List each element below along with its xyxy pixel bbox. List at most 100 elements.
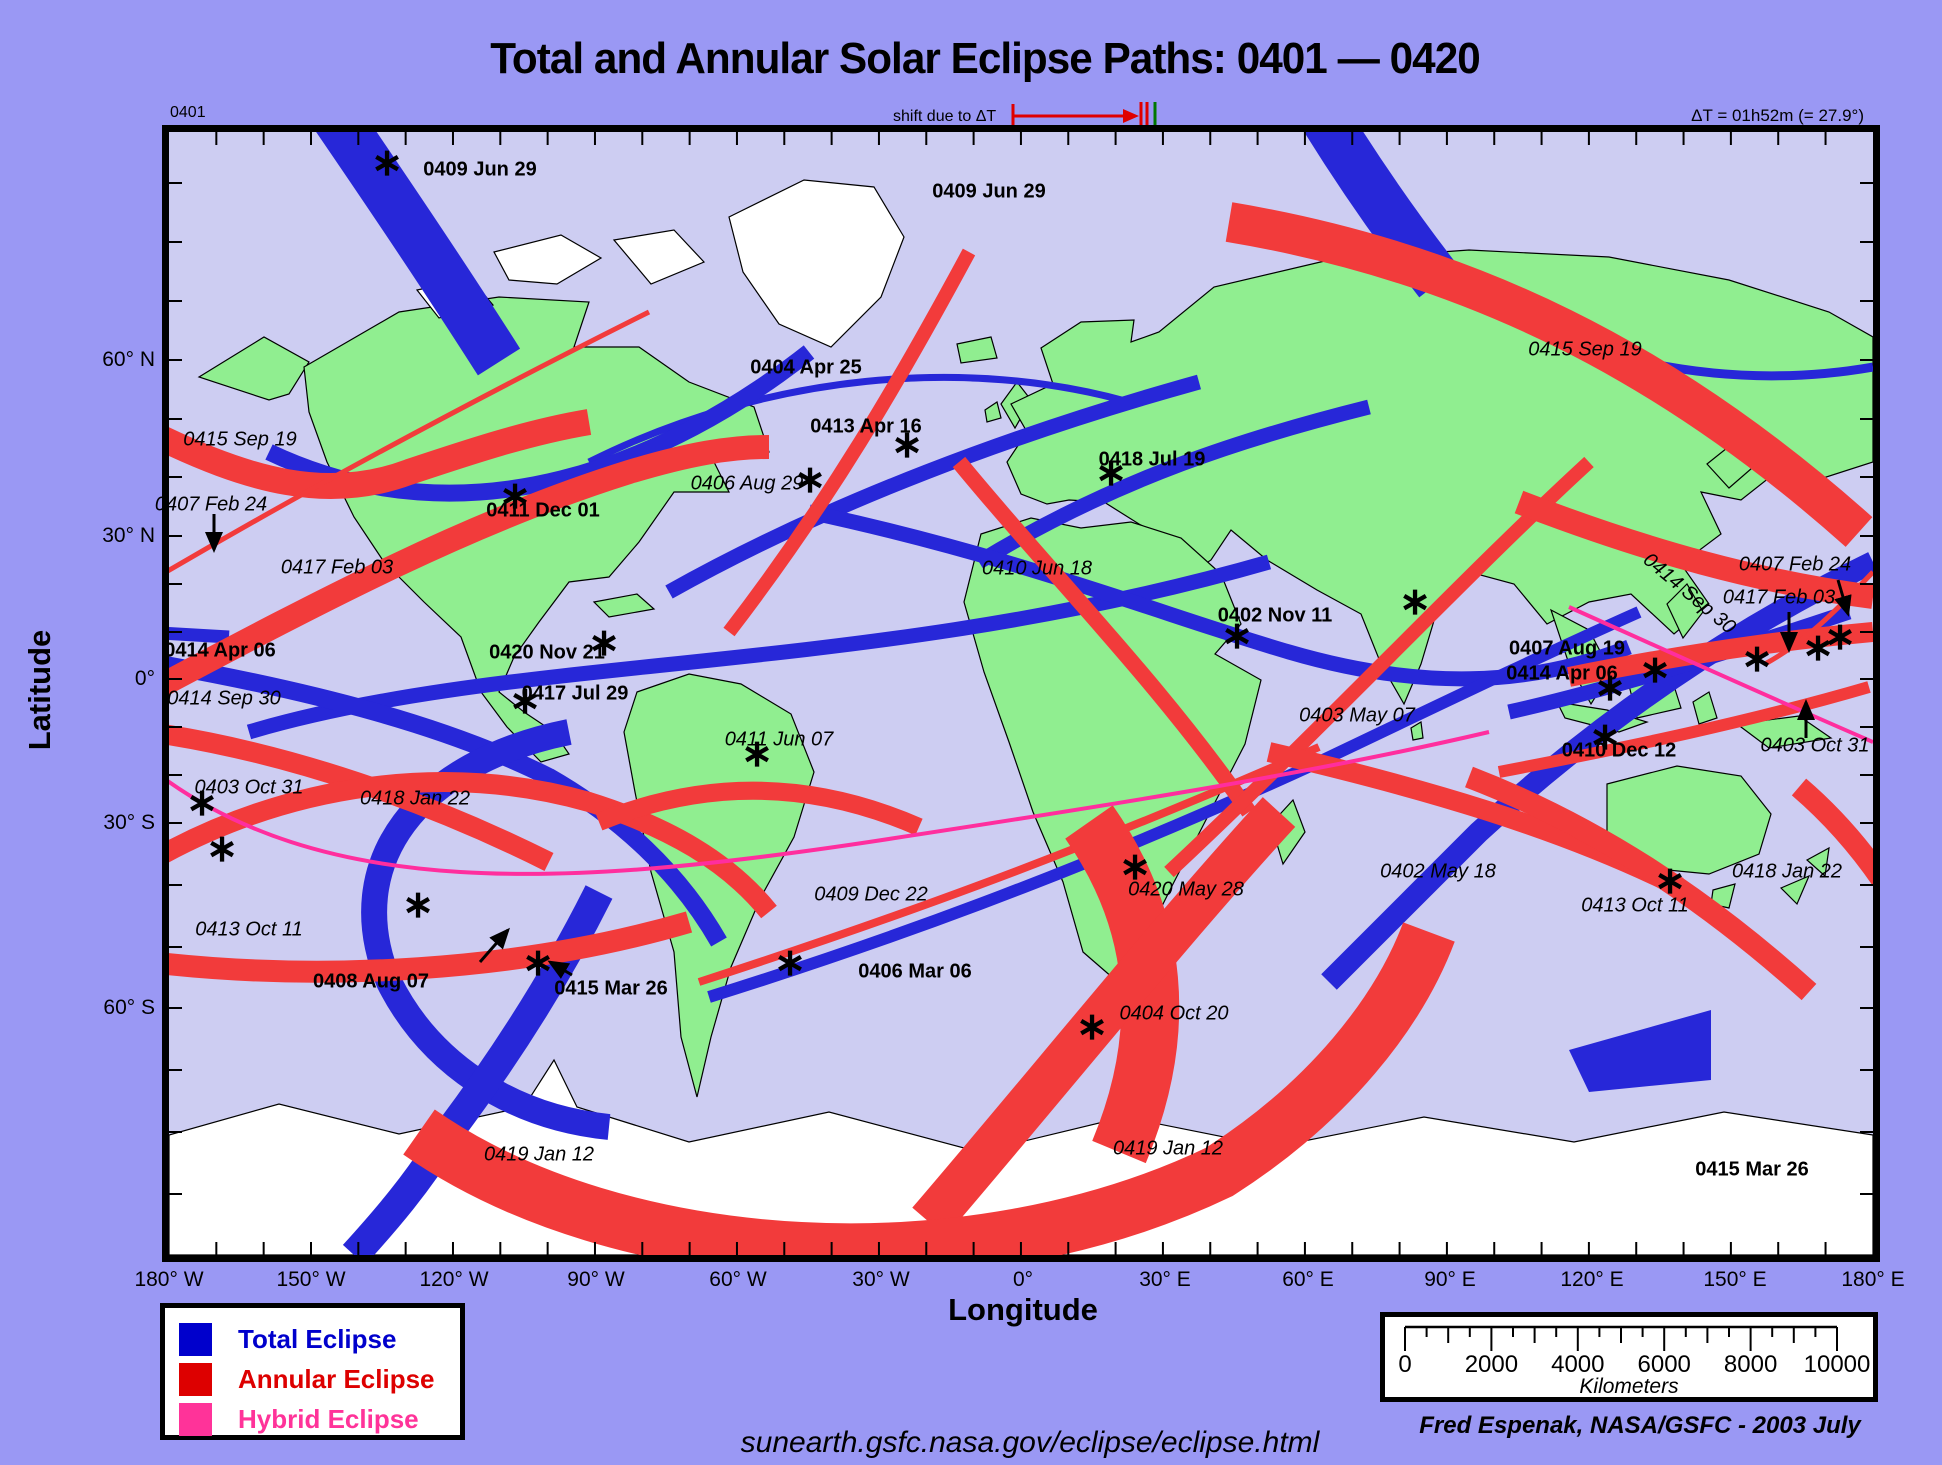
annular-path-0417 [1567,622,1873,687]
eclipse-date-label: 0420 Nov 21 [489,641,605,664]
total-path-0413 [665,374,1202,599]
map-canvas [169,132,1873,1255]
eclipse-date-label: 0402 Nov 11 [1217,604,1333,627]
hybrid-path-0403 [1568,605,1873,744]
eclipse-date-label: 0413 Apr 16 [810,415,922,438]
annular-path-0404 [912,797,1296,1237]
annular-path-0417 [169,435,770,695]
annular-path-0418 [169,772,777,919]
latitude-label: 30° N [102,524,155,547]
annular-path-0413 [1465,766,1817,1001]
eclipse-date-label: 0408 Aug 07 [313,970,429,993]
eclipse-date-label: 0406 Aug 29 [690,472,804,495]
eclipse-date-label: 0411 Jun 07 [724,728,834,751]
total-path-0417 [169,656,727,947]
eclipse-date-label: 0413 Oct 11 [1581,894,1689,917]
new-zealand-shape [1805,846,1830,878]
eclipse-date-label: 0404 Apr 25 [750,356,862,379]
longitude-label: 90° E [1424,1268,1476,1291]
scale-distance-label: 2000 [1464,1351,1519,1378]
longitude-label: 180° E [1841,1268,1905,1291]
latitude-label: 60° N [102,348,155,371]
legend-swatch-icon [179,1362,212,1396]
iceland-shape [956,336,998,364]
legend-swatch-icon [179,1402,212,1436]
latitude-label: 30° S [103,811,155,834]
arctic-islands-shape [612,229,706,285]
annular-path-0413 [169,911,693,983]
sulawesi-shape [1692,691,1718,725]
legend-item-label: Total Eclipse [238,1323,397,1354]
eclipse-date-label: 0417 Jul 29 [521,682,629,705]
eclipse-date-label: 0415 Sep 19 [183,428,297,451]
cuba-shape [592,593,656,618]
eclipse-date-label: 0402 May 18 [1380,860,1496,883]
scale-distance-label: 4000 [1551,1351,1605,1378]
longitude-label: 30° E [1139,1268,1191,1291]
ireland-shape [984,401,1002,423]
scale-unit-label: Kilometers [1579,1375,1679,1398]
eclipse-date-label: 0407 Feb 24 [1738,553,1852,576]
latitude-label: 0° [134,667,155,690]
legend-item: Hybrid Eclipse [179,1402,419,1436]
world-map [162,125,1880,1262]
scale-distance-label: 8000 [1723,1351,1778,1378]
latitude-label: 60° S [103,996,155,1019]
north-america-shape [303,296,770,763]
annular-path-0415 [1225,202,1873,547]
eclipse-date-label: 0420 May 28 [1128,878,1244,901]
greenland-shape [728,179,905,348]
legend-swatch-icon [179,1322,212,1356]
total-path-0414 [169,626,230,644]
longitude-label: 60° W [709,1268,767,1291]
longitude-label: 60° E [1282,1268,1334,1291]
hybrid-path-0403 [169,730,1490,876]
eclipse-date-label: 0417 Feb 03 [280,556,394,579]
longitude-label: 150° E [1703,1268,1767,1291]
scale-distance-label: 0 [1398,1351,1412,1378]
annular-path-0415 [169,409,592,500]
eclipse-date-label: 0407 Feb 24 [154,493,268,516]
longitude-label: 180° W [134,1268,204,1291]
annular-path-0409 [697,743,1321,986]
corner-code: 0401 [170,104,206,121]
legend-item: Total Eclipse [179,1322,396,1356]
philippines-shape [1666,583,1704,640]
eclipse-date-label: 0415 Sep 19 [1528,338,1642,361]
eclipse-date-label: 0414 Apr 06 [1506,662,1618,685]
longitude-label: 90° W [567,1268,625,1291]
eclipse-date-label: 0415 Mar 26 [1695,1158,1809,1181]
scale-distance-label: 10000 [1803,1351,1871,1378]
eclipse-date-label: 0404 Oct 20 [1119,1002,1229,1025]
source-url-text: sunearth.gsfc.nasa.gov/eclipse/eclipse.h… [740,1426,1320,1459]
eclipse-date-label: 0403 Oct 31 [1760,734,1870,757]
eclipse-date-label: 0403 Oct 31 [194,776,304,799]
annular-path-0419 [403,922,1455,1255]
annular-path-0410 [952,456,1256,817]
eclipse-date-label: 0411 Dec 01 [486,499,600,522]
annular-path-0418 [1791,778,1873,887]
total-path-0415 [1569,1010,1711,1092]
total-path-0418 [975,399,1371,569]
shift-arrow-icon [1011,102,1157,130]
frame-tick-marks [169,132,1873,1255]
longitude-label: 30° W [852,1268,910,1291]
page-title: Total and Annular Solar Eclipse Paths: 0… [490,34,1481,83]
eclipse-date-label: 0409 Jun 29 [932,180,1046,203]
legend-item: Annular Eclipse [179,1362,435,1396]
total-path-0409 [316,132,521,376]
eclipse-date-label: 0418 Jan 22 [359,787,471,810]
eclipse-date-label: 0409 Jun 29 [423,158,537,181]
latitude-axis-title: Latitude [22,629,57,751]
sri-lanka-shape [1410,721,1424,741]
legend-box: Total Eclipse Annular Eclipse Hybrid Eclip… [160,1303,465,1440]
annular-path-0414 [1514,490,1873,609]
eclipse-date-label: 0409 Dec 22 [814,883,928,906]
total-path-0402 [807,504,1632,687]
scale-distance-label: 6000 [1637,1351,1691,1378]
eclipse-date-label: 0403 May 07 [1299,704,1415,727]
longitude-label: 120° W [419,1268,489,1291]
eclipse-date-label: 0414 Sep 30 [167,687,281,710]
annular-path-0406 [723,248,976,637]
